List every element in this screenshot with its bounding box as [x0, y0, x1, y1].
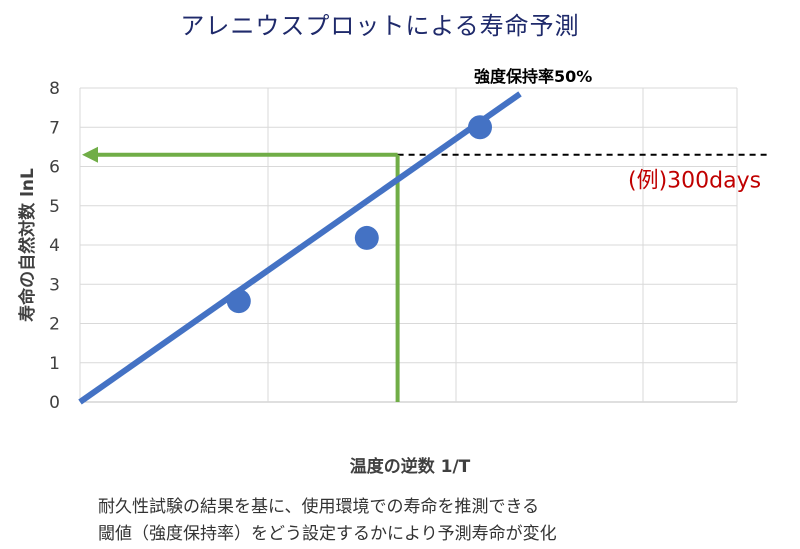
y-tick-label: 8 — [49, 79, 60, 99]
y-tick-label: 0 — [49, 393, 60, 413]
caption-line-2: 閾値（強度保持率）をどう設定するかにより予測寿命が変化 — [98, 524, 557, 544]
y-tick-label: 4 — [49, 236, 60, 256]
annotations: (例)300days — [82, 146, 767, 402]
y-tick-label: 2 — [49, 315, 60, 335]
fit-line — [78, 91, 522, 405]
series-label: 強度保持率50% — [474, 67, 592, 86]
y-axis-label: 寿命の自然対数 lnL — [17, 168, 38, 322]
data-point — [226, 289, 251, 314]
grid — [79, 87, 738, 403]
x-axis-label: 温度の逆数 1/T — [350, 456, 471, 477]
caption: 耐久性試験の結果を基に、使用環境での寿命を推測できる 閾値（強度保持率）をどう設… — [98, 494, 557, 548]
data-point — [468, 115, 492, 140]
data-point — [354, 225, 379, 250]
series: 強度保持率50% — [78, 67, 592, 405]
threshold-arrow-head — [82, 146, 98, 163]
y-tick-label: 3 — [49, 275, 60, 295]
y-tick-label: 5 — [49, 197, 60, 217]
caption-line-1: 耐久性試験の結果を基に、使用環境での寿命を推測できる — [98, 497, 540, 517]
y-tick-label: 1 — [49, 354, 60, 374]
example-label: (例)300days — [628, 169, 761, 194]
y-tick-label: 6 — [49, 158, 60, 178]
chart-title: アレニウスプロットによる寿命予測 — [180, 12, 580, 40]
y-tick-labels: 0 1 2 3 4 5 6 7 8 — [49, 79, 60, 413]
y-tick-label: 7 — [49, 118, 60, 138]
